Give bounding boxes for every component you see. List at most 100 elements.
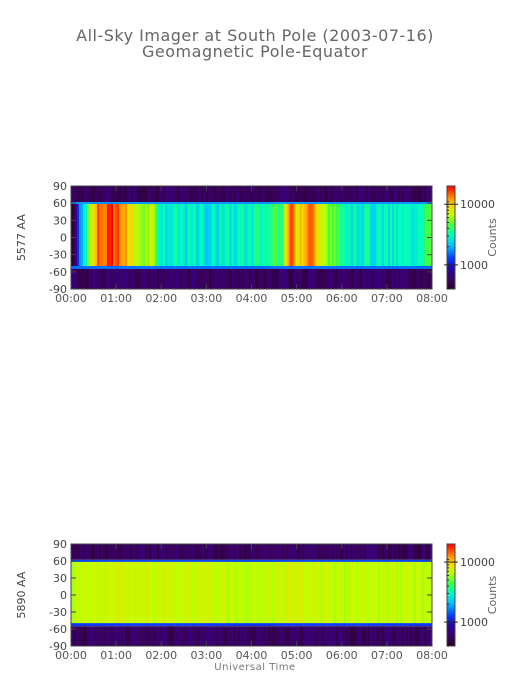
heatmap-cell bbox=[233, 544, 236, 560]
heatmap-cell bbox=[349, 186, 353, 203]
heatmap-cell bbox=[421, 202, 425, 269]
heatmap-cell bbox=[399, 626, 403, 646]
heatmap-cell bbox=[203, 202, 206, 205]
heatmap-cell bbox=[117, 559, 120, 627]
heatmap-cell bbox=[155, 268, 158, 289]
heatmap-cell bbox=[265, 559, 268, 627]
heatmap-cell bbox=[189, 544, 192, 560]
heatmap-cell bbox=[285, 559, 288, 627]
heatmap-cell bbox=[211, 186, 214, 203]
heatmap-cell bbox=[111, 623, 114, 627]
heatmap-cell bbox=[177, 559, 180, 627]
heatmap-cell bbox=[369, 202, 373, 269]
heatmap-cell bbox=[225, 623, 228, 627]
heatmap-cell bbox=[295, 559, 299, 562]
heatmap-cell bbox=[193, 265, 196, 269]
heatmap-cell bbox=[119, 265, 122, 269]
heatmap-cell bbox=[327, 202, 331, 269]
heatmap-cell bbox=[101, 268, 104, 289]
heatmap-cell bbox=[81, 623, 84, 627]
heatmap-cell bbox=[265, 268, 268, 289]
heatmap-cell bbox=[337, 559, 341, 627]
heatmap-cell bbox=[251, 626, 254, 646]
heatmap-cell bbox=[331, 265, 335, 269]
heatmap-cell bbox=[117, 626, 120, 646]
heatmap-cell bbox=[87, 186, 90, 203]
heatmap-cell bbox=[393, 202, 397, 205]
heatmap-cell bbox=[249, 186, 252, 203]
heatmap-cell bbox=[199, 559, 202, 562]
heatmap-cell bbox=[303, 268, 307, 289]
heatmap-cell bbox=[365, 186, 369, 203]
heatmap-cell bbox=[267, 623, 270, 627]
heatmap-cell bbox=[309, 202, 313, 269]
heatmap-cell bbox=[207, 186, 210, 203]
heatmap-cell bbox=[281, 202, 284, 269]
heatmap-cell bbox=[391, 268, 395, 289]
heatmap-cell bbox=[321, 186, 325, 203]
heatmap-cell bbox=[229, 268, 232, 289]
heatmap-cell bbox=[213, 268, 216, 289]
heatmap-cell bbox=[267, 544, 270, 560]
heatmap-cell bbox=[143, 268, 146, 289]
heatmap-cell bbox=[365, 265, 369, 269]
heatmap-cell bbox=[311, 559, 315, 562]
heatmap-cell bbox=[389, 626, 393, 646]
heatmap-cell bbox=[259, 559, 262, 562]
heatmap-cell bbox=[261, 268, 264, 289]
heatmap-cell bbox=[361, 623, 365, 627]
heatmap-cell bbox=[119, 202, 122, 269]
heatmap-cell bbox=[409, 559, 413, 562]
x-tick-label: 00:00 bbox=[55, 649, 87, 662]
heatmap-cell bbox=[215, 268, 218, 289]
heatmap-cell bbox=[105, 559, 108, 627]
heatmap-cell bbox=[195, 202, 198, 269]
heatmap-cell bbox=[115, 623, 118, 627]
heatmap-cell bbox=[379, 626, 383, 646]
heatmap-cell bbox=[101, 544, 104, 560]
heatmap-cell bbox=[161, 544, 164, 560]
heatmap-cell bbox=[85, 202, 88, 269]
x-tick-label: 07:00 bbox=[371, 292, 403, 305]
heatmap-cell bbox=[363, 623, 367, 627]
heatmap-cell bbox=[131, 202, 134, 269]
heatmap-cell bbox=[399, 186, 403, 203]
heatmap-cell bbox=[379, 268, 383, 289]
heatmap-cell bbox=[369, 626, 373, 646]
heatmap-cell bbox=[169, 202, 172, 269]
heatmap-cell bbox=[373, 265, 377, 269]
heatmap-cell bbox=[365, 623, 369, 627]
heatmap-cell bbox=[283, 265, 286, 269]
heatmap-cell bbox=[71, 623, 74, 627]
heatmap-cell bbox=[137, 202, 140, 205]
heatmap-cell bbox=[89, 623, 92, 627]
heatmap-cell bbox=[223, 268, 226, 289]
heatmap-cell bbox=[389, 544, 393, 560]
x-axis-label: Universal Time bbox=[214, 662, 296, 673]
heatmap-cell bbox=[151, 186, 154, 203]
x-tick-label: 04:00 bbox=[236, 292, 268, 305]
heatmap-cell bbox=[307, 186, 311, 203]
heatmap-cell bbox=[281, 559, 284, 627]
heatmap-cell bbox=[197, 559, 200, 627]
heatmap-cell bbox=[73, 268, 76, 289]
heatmap-cell bbox=[159, 623, 162, 627]
heatmap-cell bbox=[157, 559, 160, 627]
heatmap-cell bbox=[195, 202, 198, 205]
heatmap-cell bbox=[305, 623, 309, 627]
heatmap-cell bbox=[97, 186, 100, 203]
heatmap-cell bbox=[143, 559, 146, 627]
heatmap-cell bbox=[191, 268, 194, 289]
heatmap-cell bbox=[245, 559, 248, 562]
heatmap-cell bbox=[323, 544, 327, 560]
colorbar-tick-label: 1000 bbox=[460, 616, 488, 629]
chart-subtitle: Geomagnetic Pole-Equator bbox=[142, 42, 368, 61]
heatmap-cell bbox=[339, 268, 343, 289]
heatmap-cell bbox=[395, 626, 399, 646]
heatmap-cell bbox=[355, 202, 359, 205]
heatmap-cell bbox=[223, 265, 226, 269]
heatmap-cell bbox=[425, 202, 429, 269]
heatmap-cell bbox=[237, 265, 240, 269]
heatmap-cell bbox=[325, 623, 329, 627]
heatmap-cell bbox=[141, 202, 144, 269]
